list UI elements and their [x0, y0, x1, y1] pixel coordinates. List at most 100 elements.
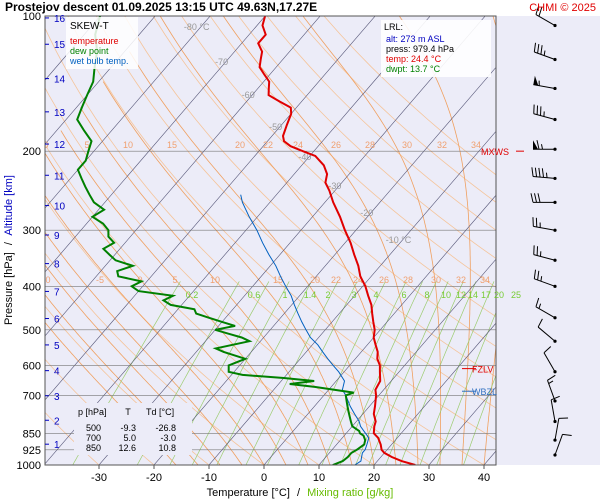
theta-label: 5: [172, 275, 177, 285]
mixing-ratio-label: 20: [494, 290, 504, 300]
altitude-tick-label: 2: [54, 416, 60, 427]
moist-adiabat: [102, 81, 353, 465]
y-axis-title: Pressure [hPa] / Altitude [km]: [3, 175, 15, 325]
temperature-tick-label: 10: [313, 472, 325, 484]
isotherm: [373, 322, 496, 465]
pressure-tick-label: 100: [23, 11, 41, 23]
altitude-tick-label: 16: [54, 14, 66, 25]
theta-label: 30: [431, 275, 441, 285]
levels-table: p [hPa] T Td [°C] 500 -9.3 -26.8 700 5.0…: [74, 403, 192, 455]
lrl-box: LRL: alt: 273 m ASL press: 979.4 hPa tem…: [381, 20, 491, 77]
pressure-tick-label: 925: [23, 445, 41, 457]
wind-barb: [533, 140, 557, 151]
pressure-tick-label: 1000: [17, 460, 41, 472]
theta-label: 10: [210, 275, 220, 285]
svg-text:Pressure [hPa] / A: Pressure [hPa] / Altitude [km]: [3, 175, 15, 325]
moist-adiabat: [45, 264, 221, 465]
lrl-altitude: alt: 273 m ASL: [386, 34, 445, 44]
altitude-tick-label: 14: [54, 75, 66, 86]
wind-barb: [533, 42, 557, 62]
x-axis-label-mixing: Mixing ratio [g/kg]: [307, 487, 393, 499]
pressure-tick-label: 400: [23, 281, 41, 293]
table-cell: 5.0: [123, 433, 136, 443]
lrl-pressure: press: 979.4 hPa: [386, 44, 454, 54]
pressure-tick-label: 200: [23, 146, 41, 158]
mixing-ratio-label: 14: [468, 290, 478, 300]
wind-barb: [533, 245, 557, 262]
legend-dew-point: dew point: [70, 46, 109, 56]
table-cell: 700: [86, 433, 101, 443]
theta-label: 32: [437, 140, 447, 150]
isotherm-label: -20: [360, 208, 373, 218]
pressure-tick-label: 300: [23, 225, 41, 237]
wind-barb: [537, 318, 557, 343]
y-axis-label-altitude: Altitude [km]: [3, 175, 15, 236]
temperature-tick-label: 20: [368, 472, 380, 484]
x-axis-label-sep: /: [297, 487, 301, 499]
table-cell: 850: [86, 443, 101, 453]
mixing-ratio-label: 12: [456, 290, 466, 300]
wind-barb: [547, 374, 557, 403]
isotherm: [263, 194, 496, 465]
theta-label: 5: [84, 140, 89, 150]
isotherm: [45, 16, 211, 209]
altitude-tick-label: 11: [54, 171, 65, 182]
temperature-line: [257, 16, 416, 465]
altitude-tick-label: 12: [54, 140, 66, 151]
mixing-ratio-label: 17: [481, 290, 491, 300]
table-header-t: T: [125, 407, 131, 417]
y-axis-label-sep: /: [3, 241, 15, 245]
theta-label: 22: [263, 140, 273, 150]
isotherm: [428, 386, 496, 465]
dry-adiabat: [45, 198, 320, 465]
dew-point-line: [76, 16, 367, 465]
dry-adiabat: [209, 16, 496, 288]
pressure-tick-label: 700: [23, 390, 41, 402]
theta-label: -5: [96, 275, 104, 285]
isotherm-label: -40: [298, 152, 311, 162]
theta-label: 15: [273, 275, 283, 285]
legend-heading: SKEW-T: [70, 21, 109, 32]
theta-label: 15: [167, 140, 177, 150]
dry-adiabat: [95, 16, 496, 409]
wind-barb: [550, 395, 560, 424]
dry-adiabat: [45, 27, 485, 465]
altitude-tick-label: 4: [54, 367, 60, 378]
mixing-ratio-line: [463, 374, 496, 465]
table-header-td: Td [°C]: [146, 407, 174, 417]
lrl-heading: LRL:: [384, 22, 403, 32]
moist-adiabat: [45, 231, 243, 465]
wind-barb: [535, 297, 557, 320]
chart-title: Prostejov descent 01.09.2025 13:15 UTC 4…: [5, 0, 317, 14]
isotherm: [45, 16, 101, 81]
mixing-ratio-label: 2: [325, 290, 330, 300]
altitude-tick-label: 13: [54, 108, 66, 119]
table-cell: -9.3: [120, 423, 136, 433]
dry-adiabat: [238, 16, 496, 260]
wind-panel: [496, 16, 600, 465]
temperature-tick-label: -10: [201, 472, 217, 484]
isotherm-label: -50: [269, 122, 282, 132]
theta-label: 34: [480, 275, 490, 285]
temperature-tick-label: -30: [91, 472, 107, 484]
legend: SKEW-T temperature dew point wet bulb te…: [66, 17, 138, 69]
mixing-ratio-label: 8: [424, 290, 429, 300]
wind-barb: [535, 5, 557, 28]
isotherm: [45, 16, 156, 145]
isotherm: [45, 16, 321, 337]
wbzl-marker-label: WBZL: [472, 387, 497, 397]
mxws-marker-label: MXWS: [481, 147, 509, 157]
theta-label: 28: [365, 140, 375, 150]
dry-adiabat: [266, 16, 496, 231]
dry-adiabat: [181, 16, 496, 318]
table-cell: -3.0: [160, 433, 176, 443]
mixing-ratio-label: 1: [282, 290, 287, 300]
mixing-ratio-label: 0.2: [186, 290, 199, 300]
altitude-tick-label: 9: [54, 231, 60, 242]
altitude-tick-label: 15: [54, 40, 66, 51]
theta-label: -10: [37, 275, 50, 285]
theta-label: 20: [310, 275, 320, 285]
isotherm-label: -60: [242, 90, 255, 100]
isotherm: [318, 258, 496, 465]
wind-barb: [533, 104, 557, 122]
